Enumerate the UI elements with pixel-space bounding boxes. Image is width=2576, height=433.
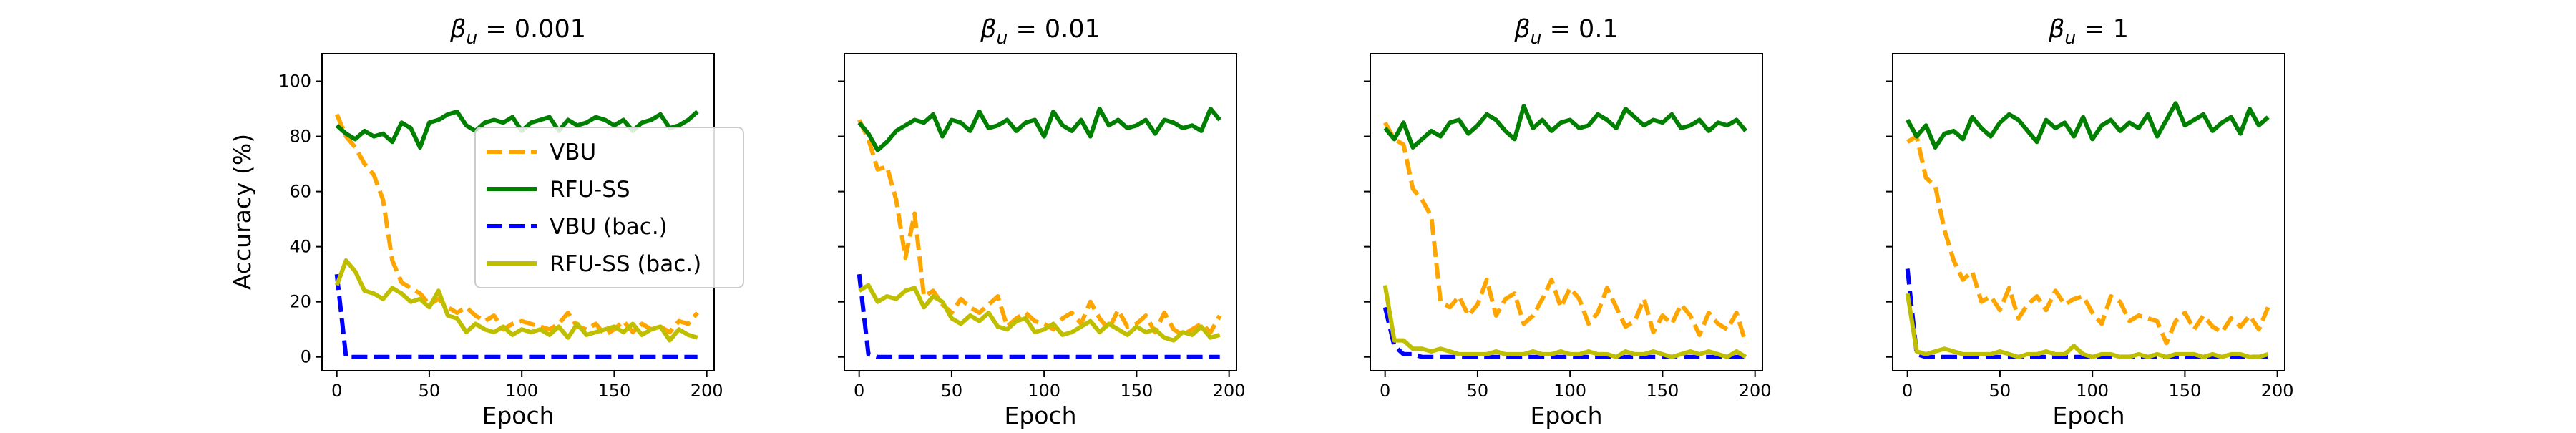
series-line-vbu — [857, 119, 1222, 337]
title-symbol: β — [980, 15, 996, 44]
series-line-rfuss_bac — [1905, 293, 2269, 359]
series-line-vbu — [1906, 134, 2270, 346]
series-group — [1382, 104, 1748, 359]
series-line-vbu — [1383, 121, 1748, 344]
panel-4: 0 50 100 150 200 Epoch βu = 1 — [1886, 15, 2294, 429]
x-axis-label: Epoch — [1004, 402, 1076, 429]
panel-3: 0 50 100 150 200 Epoch βu = 0.1 — [1364, 15, 1772, 429]
x-tick-label: 150 — [1121, 381, 1153, 401]
series-line-vbu_bac — [1382, 306, 1746, 359]
plot-frame — [1370, 53, 1763, 371]
panel-title: βu = 0.1 — [1513, 15, 1618, 48]
title-value: = 0.1 — [1541, 15, 1618, 44]
y-axis-label: Accuracy (%) — [228, 134, 256, 290]
title-subscript: u — [466, 27, 477, 48]
panel-title: βu = 0.001 — [449, 15, 586, 48]
panel-title: βu = 0.01 — [980, 15, 1101, 48]
x-tick-label: 100 — [2076, 381, 2109, 401]
x-tick-label: 150 — [2169, 381, 2202, 401]
series-group — [857, 107, 1222, 359]
x-tick-label: 50 — [1989, 381, 2011, 401]
legend-label-vbu: VBU — [550, 140, 596, 165]
y-tick-label: 100 — [278, 72, 311, 92]
legend-label-rfuss: RFU-SS — [550, 177, 630, 203]
legend-box — [474, 127, 744, 288]
series-group — [1905, 101, 2270, 359]
x-axis-label: Epoch — [1530, 402, 1602, 429]
x-tick-label: 50 — [419, 381, 441, 401]
y-tick-label: 80 — [289, 127, 311, 147]
x-tick-label: 100 — [1028, 381, 1060, 401]
plot-frame — [1892, 53, 2285, 371]
x-tick-label: 200 — [1739, 381, 1772, 401]
series-line-rfuss_bac — [334, 258, 698, 343]
series-line-rfuss_bac — [1382, 285, 1747, 359]
title-symbol: β — [1513, 15, 1530, 44]
x-tick-label: 50 — [1467, 381, 1489, 401]
title-subscript: u — [1531, 27, 1542, 48]
title-subscript: u — [996, 27, 1008, 48]
legend-label-vbu_bac: VBU (bac.) — [550, 214, 668, 240]
x-tick-label: 200 — [691, 381, 723, 401]
series-line-rfuss_bac — [858, 283, 1221, 343]
y-tick-label: 40 — [289, 237, 311, 257]
panel-title: βu = 1 — [2048, 15, 2129, 48]
plot-frame — [844, 53, 1237, 371]
title-symbol: β — [2048, 15, 2064, 44]
series-line-rfuss — [1383, 104, 1747, 150]
y-tick-label: 0 — [301, 347, 311, 367]
x-tick-label: 150 — [598, 381, 631, 401]
x-axis-label: Epoch — [482, 402, 554, 429]
series-line-vbu_bac — [1905, 268, 2268, 359]
x-tick-label: 100 — [1553, 381, 1586, 401]
x-tick-label: 50 — [941, 381, 963, 401]
x-tick-label: 100 — [505, 381, 538, 401]
series-line-vbu_bac — [334, 273, 698, 359]
x-tick-label: 0 — [854, 381, 864, 401]
x-tick-label: 0 — [1902, 381, 1913, 401]
x-tick-label: 200 — [2261, 381, 2294, 401]
title-value: = 1 — [2076, 15, 2129, 44]
y-tick-label: 20 — [289, 292, 311, 312]
x-tick-label: 200 — [1213, 381, 1246, 401]
title-value: = 0.001 — [477, 15, 586, 44]
title-value: = 0.01 — [1008, 15, 1101, 44]
title-symbol: β — [449, 15, 466, 44]
x-tick-label: 150 — [1646, 381, 1679, 401]
title-subscript: u — [2064, 27, 2076, 48]
y-tick-label: 60 — [289, 182, 311, 202]
legend: VBU RFU-SS VBU (bac.) RFU-SS (bac.) — [474, 127, 744, 288]
panel-2: 0 50 100 150 200 Epoch βu = 0.01 — [838, 15, 1246, 429]
x-axis-label: Epoch — [2052, 402, 2124, 429]
legend-label-rfuss_bac: RFU-SS (bac.) — [550, 251, 701, 277]
series-line-rfuss — [1906, 101, 2270, 150]
x-tick-label: 0 — [1380, 381, 1390, 401]
series-line-rfuss — [857, 107, 1222, 152]
x-tick-label: 0 — [331, 381, 342, 401]
series-line-vbu_bac — [857, 273, 1220, 359]
